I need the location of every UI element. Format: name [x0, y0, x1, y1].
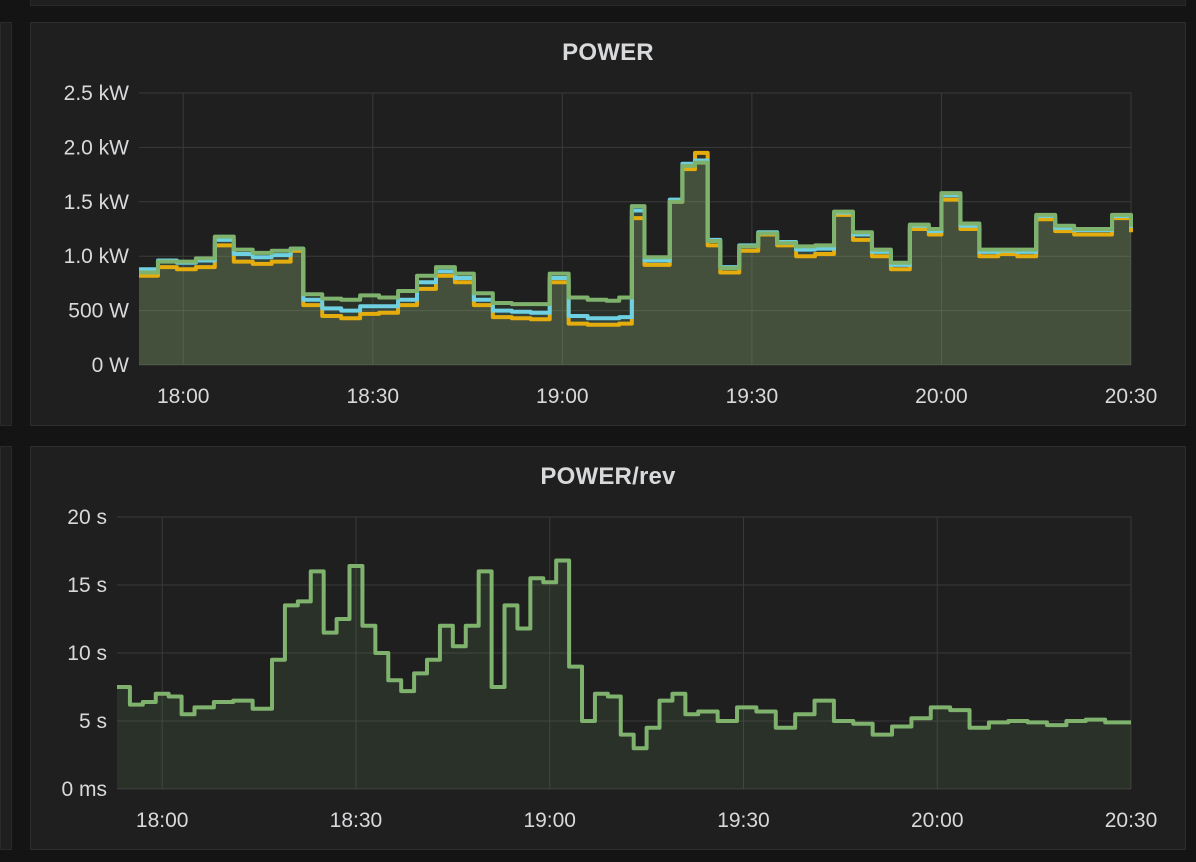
series-area: [139, 162, 1131, 365]
panel-title: POWER/rev: [540, 463, 676, 490]
x-tick-label: 20:00: [911, 809, 964, 832]
y-tick-label: 20 s: [67, 506, 107, 529]
y-tick-label: 500 W: [68, 300, 129, 323]
top-edge-panel: [30, 0, 1186, 6]
y-tick-label: 2.0 kW: [64, 136, 130, 159]
y-tick-label: 1.5 kW: [64, 191, 130, 214]
y-tick-label: 0 W: [92, 354, 130, 377]
x-tick-label: 20:30: [1105, 809, 1158, 832]
x-tick-label: 19:30: [717, 809, 770, 832]
series-area: [117, 560, 1131, 789]
chart-svg: 0 ms 5 s 10 s 15 s 20 s 18:00 18:30 19:00 19:30 2…: [61, 506, 1158, 832]
y-tick-label: 10 s: [67, 642, 107, 665]
series-line: [139, 160, 1133, 307]
x-tick-label: 18:30: [330, 809, 383, 832]
series-area: [139, 152, 1131, 365]
x-tick-label: 19:00: [523, 809, 576, 832]
x-tick-label: 20:00: [915, 385, 968, 408]
power-panel: POWER 0 W 500 W 1.0 kW 1.5 kW 2.0 kW 2.5 kW 18…: [30, 22, 1186, 426]
power-rev-panel: POWER/rev 0 ms 5 s 10 s 15 s 20 s 18:00 18:30 1…: [30, 446, 1186, 850]
x-tick-label: 20:30: [1105, 385, 1158, 408]
y-tick-label: 1.0 kW: [64, 245, 130, 268]
left-edge-panel-top: [0, 22, 12, 426]
x-tick-label: 18:30: [347, 385, 400, 408]
y-tick-label: 0 ms: [61, 778, 107, 801]
y-tick-label: 5 s: [79, 710, 107, 733]
x-tick-label: 18:00: [157, 385, 210, 408]
panel-title: POWER: [562, 39, 654, 66]
series-line: [117, 558, 1131, 751]
y-tick-label: 15 s: [67, 574, 107, 597]
left-edge-panel-bottom: [0, 446, 12, 850]
x-tick-label: 19:30: [726, 385, 779, 408]
chart-svg: 0 W 500 W 1.0 kW 1.5 kW 2.0 kW 2.5 kW 18:00 18:…: [64, 82, 1158, 408]
x-tick-label: 18:00: [136, 809, 189, 832]
x-tick-label: 19:00: [536, 385, 589, 408]
y-tick-label: 2.5 kW: [64, 82, 130, 105]
